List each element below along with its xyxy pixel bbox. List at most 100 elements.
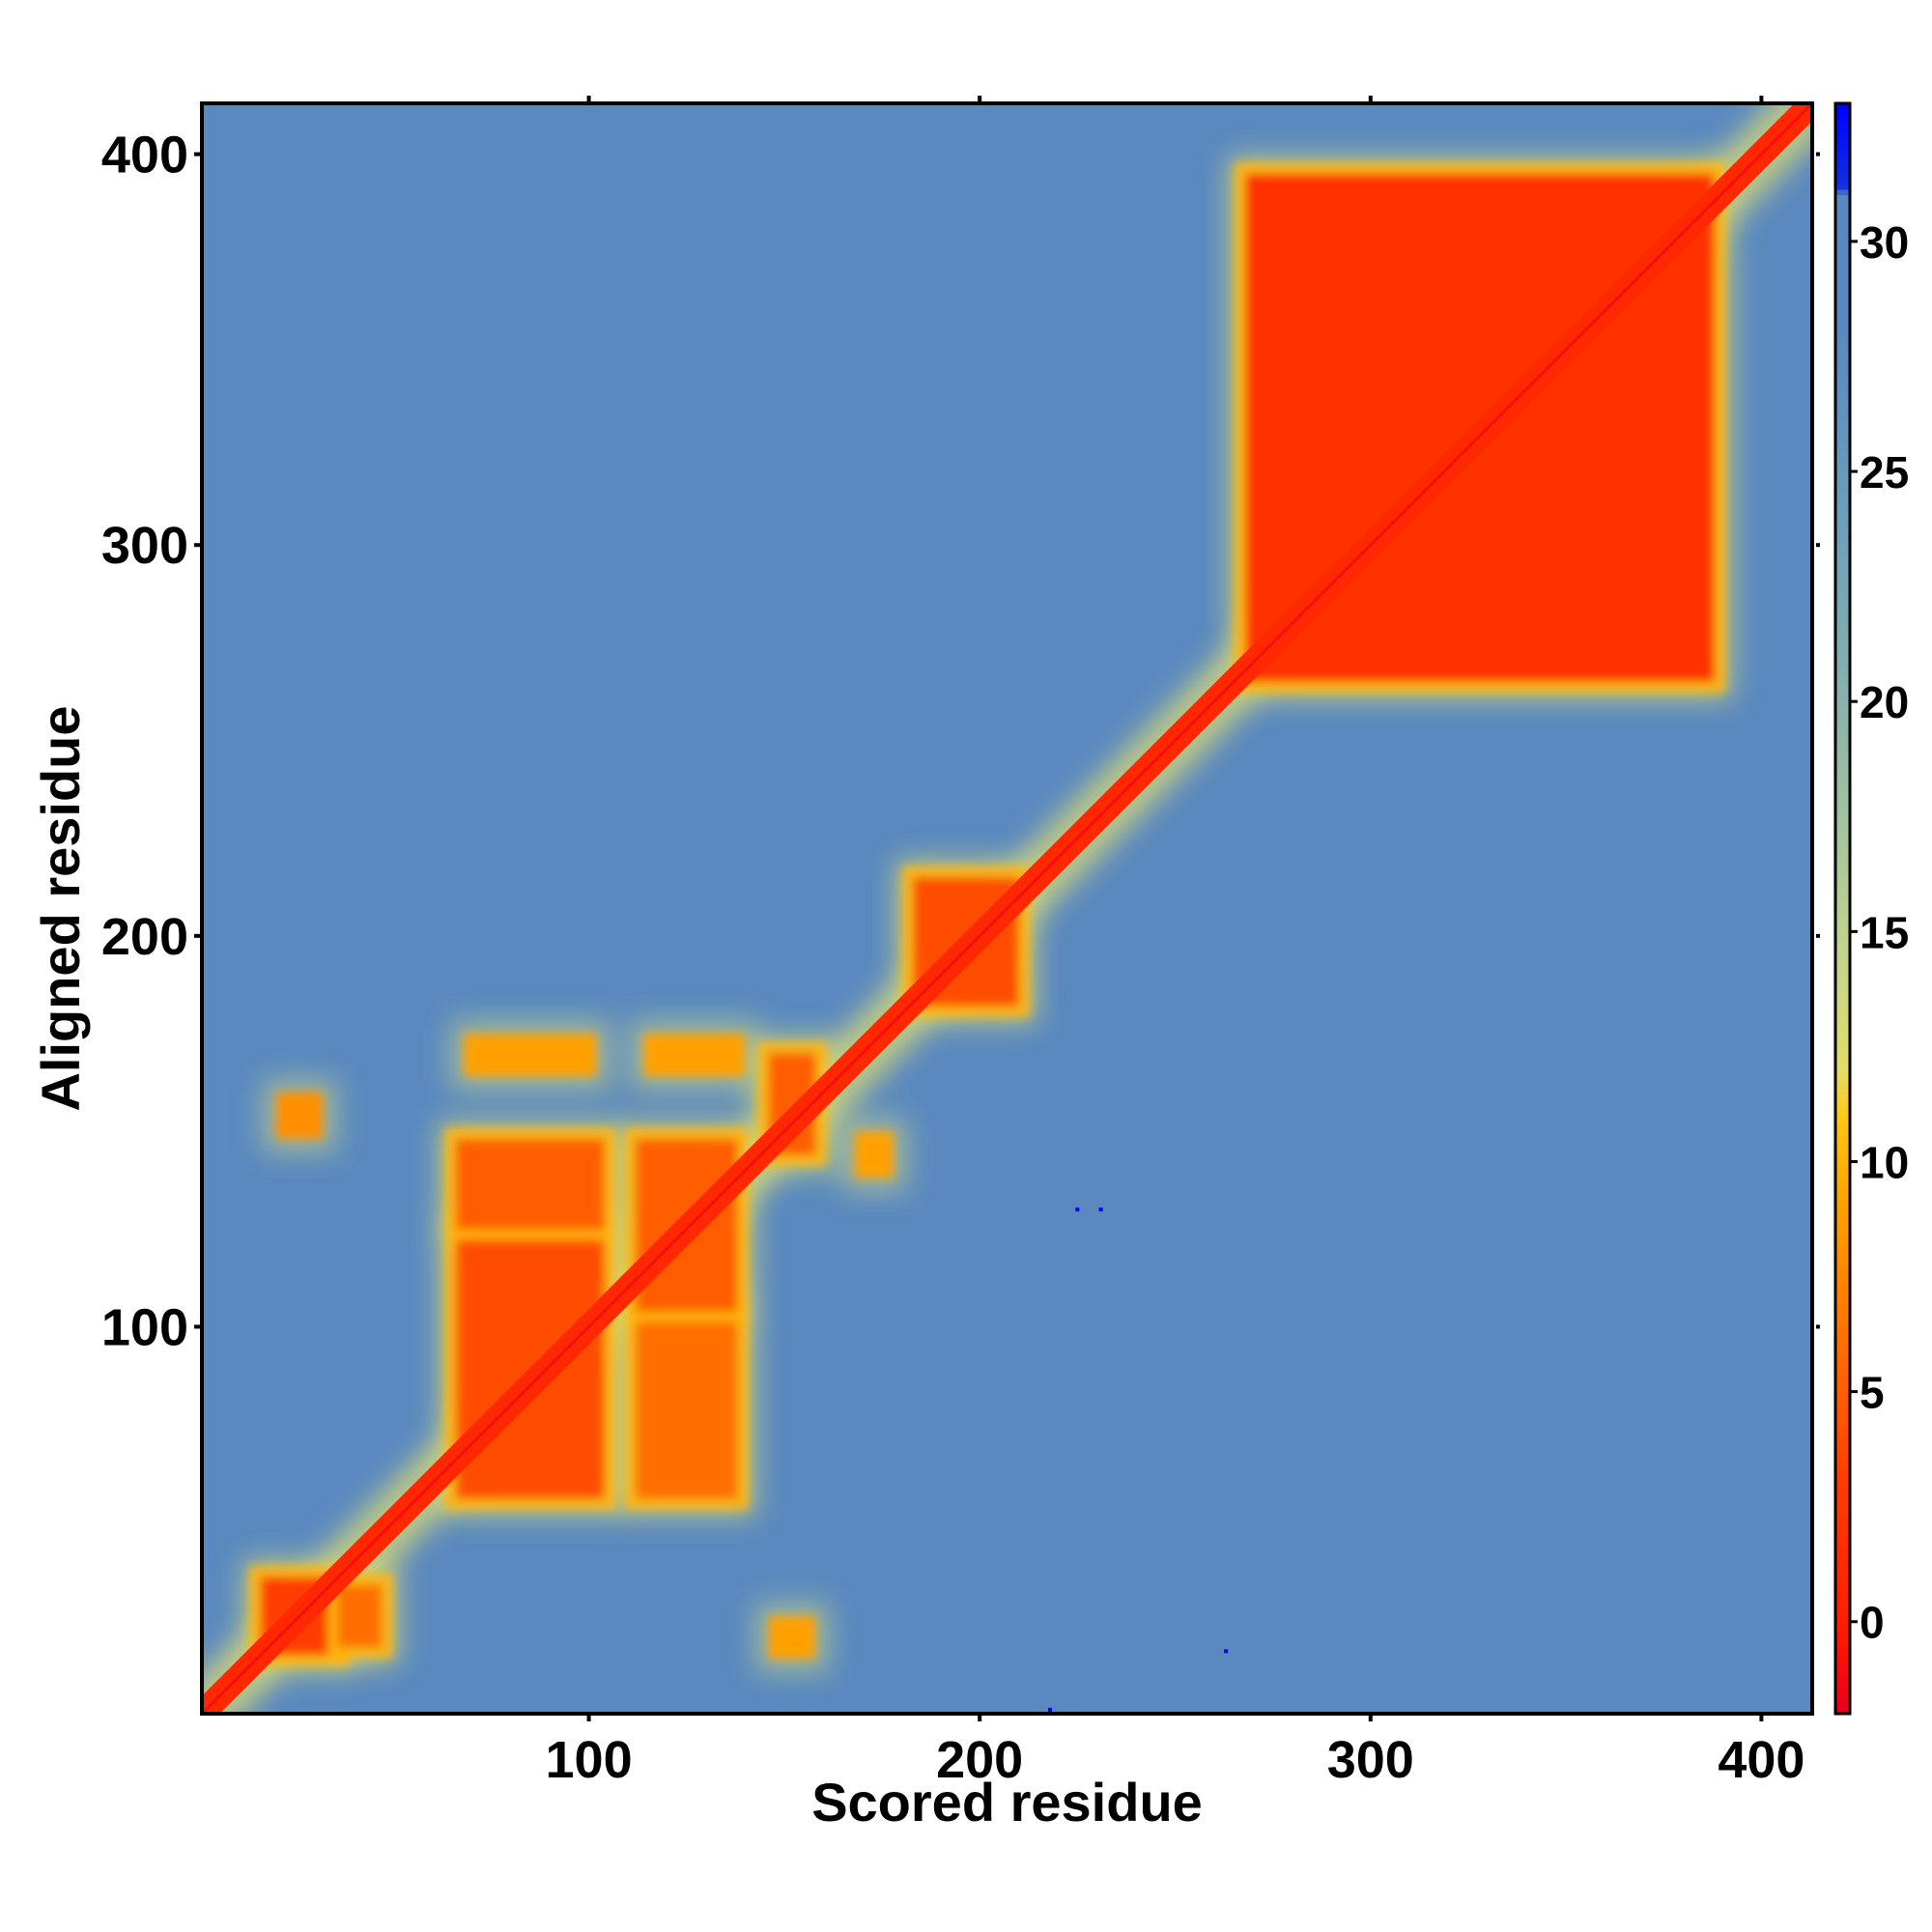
colorbar-segment: [1835, 226, 1850, 233]
domain-block: [338, 1584, 383, 1648]
colorbar-segment: [1835, 1664, 1850, 1672]
colorbar-segment: [1835, 1214, 1850, 1221]
colorbar-segment: [1835, 1290, 1850, 1296]
colorbar-segment: [1835, 919, 1850, 925]
colorbar-segment: [1835, 1461, 1850, 1467]
x-tick-label: 200: [936, 1731, 1023, 1789]
colorbar-segment: [1835, 1059, 1850, 1065]
colorbar-segment: [1835, 1412, 1850, 1419]
y-tick-label: 300: [101, 517, 188, 575]
colorbar-segment: [1835, 532, 1850, 539]
colorbar-segment: [1835, 784, 1850, 791]
colorbar-segment: [1835, 1005, 1850, 1011]
colorbar-segment: [1835, 1547, 1850, 1553]
colorbar-segment: [1835, 473, 1850, 480]
y-tick-label: 400: [101, 127, 188, 185]
colorbar-segment: [1835, 409, 1850, 415]
colorbar-segment: [1835, 940, 1850, 947]
colorbar-segment: [1835, 897, 1850, 904]
colorbar-segment: [1835, 1568, 1850, 1576]
colorbar-segment: [1835, 1074, 1850, 1081]
axes: 100 200 300 400 100 200 300 400: [101, 96, 1820, 1789]
colorbar-segment: [1835, 967, 1850, 974]
colorbar-segment: [1835, 1101, 1850, 1108]
colorbar-segment: [1835, 543, 1850, 550]
domain-edge: [1235, 162, 1725, 693]
colorbar-segment: [1835, 1246, 1850, 1253]
colorbar-segment: [1835, 339, 1850, 346]
colorbar-segment: [1835, 167, 1850, 174]
colorbar-segment: [1835, 1037, 1850, 1044]
colorbar-segment: [1835, 763, 1850, 770]
colorbar-segment: [1835, 1536, 1850, 1543]
colorbar-segment: [1835, 425, 1850, 432]
colorbar-segment: [1835, 108, 1850, 115]
colorbar-segment: [1835, 436, 1850, 442]
colorbar-segment: [1835, 1676, 1850, 1683]
colorbar-segment: [1835, 1042, 1850, 1049]
colorbar-segment: [1835, 414, 1850, 421]
colorbar-segment: [1835, 1177, 1850, 1183]
colorbar-segment: [1835, 822, 1850, 829]
colorbar-segment: [1835, 715, 1850, 722]
colorbar-segment: [1835, 1230, 1850, 1237]
colorbar-segment: [1835, 1439, 1850, 1446]
colorbar-tick-label: 5: [1860, 1368, 1885, 1418]
colorbar-segment: [1835, 505, 1850, 512]
colorbar-segment: [1835, 1069, 1850, 1076]
colorbar-segment: [1835, 264, 1850, 270]
colorbar-segment: [1835, 650, 1850, 657]
colorbar-segment: [1835, 774, 1850, 781]
colorbar-segment: [1835, 973, 1850, 980]
colorbar-segment: [1835, 398, 1850, 405]
colorbar-segment: [1835, 1122, 1850, 1129]
colorbar-segment: [1835, 860, 1850, 867]
colorbar-segment: [1835, 656, 1850, 663]
colorbar-segment: [1835, 1091, 1850, 1097]
colorbar-segment: [1835, 602, 1850, 609]
colorbar-segment: [1835, 1241, 1850, 1248]
colorbar-segment: [1835, 731, 1850, 738]
colorbar-tick-label: 10: [1860, 1137, 1909, 1187]
colorbar-segment: [1835, 753, 1850, 759]
colorbar-segment: [1835, 184, 1850, 190]
colorbar-segment: [1835, 1375, 1850, 1382]
colorbar-segment: [1835, 1483, 1850, 1490]
colorbar-segment: [1835, 156, 1850, 163]
colorbar-segment: [1835, 1208, 1850, 1215]
x-axis-title: Scored residue: [811, 1772, 1203, 1833]
colorbar-segment: [1835, 1166, 1850, 1173]
colorbar-segment: [1835, 999, 1850, 1007]
colorbar-segment: [1835, 795, 1850, 802]
colorbar-segment: [1835, 404, 1850, 411]
colorbar-segment: [1835, 478, 1850, 486]
colorbar-segment: [1835, 1263, 1850, 1269]
colorbar-segment: [1835, 1643, 1850, 1650]
colorbar-segment: [1835, 1616, 1850, 1624]
colorbar-segment: [1835, 1542, 1850, 1548]
colorbar-segment: [1835, 103, 1850, 110]
colorbar-segment: [1835, 1305, 1850, 1312]
heatmap-area: [202, 103, 1812, 1714]
colorbar-segment: [1835, 516, 1850, 524]
colorbar-segment: [1835, 1133, 1850, 1141]
colorbar-segment: [1835, 854, 1850, 862]
colorbar-segment: [1835, 843, 1850, 850]
colorbar-segment: [1835, 1326, 1850, 1334]
colorbar-segment: [1835, 1477, 1850, 1484]
colorbar-segment: [1835, 914, 1850, 921]
colorbar-segment: [1835, 1252, 1850, 1259]
colorbar-segment: [1835, 377, 1850, 384]
outlier-point: [1048, 1707, 1053, 1712]
colorbar-segment: [1835, 457, 1850, 464]
colorbar-segment: [1835, 887, 1850, 894]
colorbar-segment: [1835, 1563, 1850, 1570]
colorbar-segment: [1835, 575, 1850, 582]
colorbar-segment: [1835, 280, 1850, 287]
colorbar-segment: [1835, 1181, 1850, 1189]
colorbar-segment: [1835, 978, 1850, 984]
colorbar-segment: [1835, 962, 1850, 969]
colorbar-segment: [1835, 549, 1850, 555]
colorbar-segment: [1835, 1267, 1850, 1274]
colorbar-segment: [1835, 232, 1850, 239]
